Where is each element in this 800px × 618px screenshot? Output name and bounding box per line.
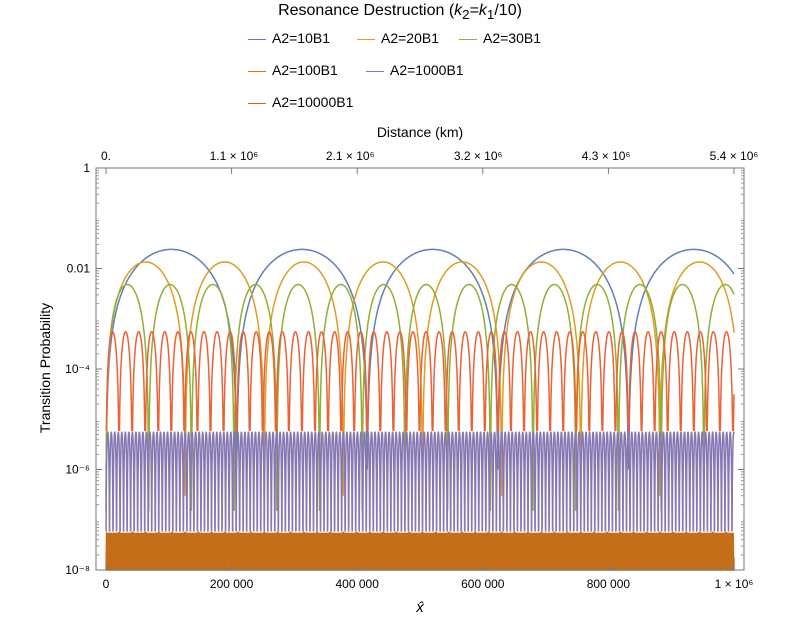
legend-item-a2-10b1: A2=10B1: [248, 30, 330, 46]
legend-item-a2-1000b1: A2=1000B1: [366, 62, 464, 78]
y-tick-label: 10⁻⁸: [65, 563, 90, 577]
legend-item-a2-10000b1: A2=10000B1: [248, 94, 353, 110]
y-tick-label: 10⁻⁶: [65, 463, 90, 477]
y-tick-label: 1: [83, 161, 90, 175]
legend-label: A2=10B1: [272, 30, 330, 46]
x-tick-label: 400 000: [336, 577, 380, 591]
legend-label: A2=1000B1: [390, 62, 464, 78]
legend-swatch: [366, 70, 384, 72]
legend-swatch: [459, 38, 477, 40]
x-tick-label: 1 × 10⁶: [715, 577, 754, 591]
x-axis-label: x̂: [415, 599, 424, 616]
legend-swatch: [248, 102, 266, 104]
chart-title: Resonance Destruction (k2=k1/10): [278, 2, 522, 23]
series-layer: [105, 248, 735, 571]
legend-item-a2-20b1: A2=20B1: [357, 30, 439, 46]
series-line-1: [105, 261, 735, 496]
legend-label: A2=100B1: [272, 62, 338, 78]
legend-label: A2=30B1: [483, 30, 541, 46]
x-tick-label: 600 000: [461, 577, 505, 591]
x2-tick-label: 3.2 × 10⁶: [454, 149, 503, 163]
x2-axis-label: Distance (km): [377, 124, 463, 140]
legend-item-a2-100b1: A2=100B1: [248, 62, 338, 78]
x2-tick-label: 2.1 × 10⁶: [326, 149, 375, 163]
x-tick-label: 800 000: [587, 577, 631, 591]
legend-swatch: [248, 70, 266, 72]
legend-label: A2=10000B1: [272, 94, 354, 110]
series-line-3: [105, 331, 735, 432]
legend-swatch: [357, 38, 375, 40]
x2-tick-label: 5.4 × 10⁶: [710, 149, 759, 163]
x-tick-label: 0: [103, 577, 110, 591]
y-axis-label: Transition Probability: [37, 303, 53, 433]
legend-swatch: [248, 38, 266, 40]
y-tick-label: 10⁻⁴: [65, 362, 90, 376]
legend-label: A2=20B1: [381, 30, 439, 46]
y-tick-label: 0.01: [67, 262, 91, 276]
series-line-5: [105, 531, 735, 571]
x2-tick-label: 4.3 × 10⁶: [582, 149, 631, 163]
series-line-4: [105, 431, 735, 532]
x-tick-label: 200 000: [210, 577, 254, 591]
series-line-2: [105, 283, 735, 511]
ticks-layer: 0 200 000 400 000 600 000 800 000 1 × 10⁶ 0. 1.…: [65, 149, 758, 591]
x2-tick-label: 0.: [101, 149, 111, 163]
x2-tick-label: 1.1 × 10⁶: [210, 149, 259, 163]
legend-item-a2-30b1: A2=30B1: [459, 30, 541, 46]
